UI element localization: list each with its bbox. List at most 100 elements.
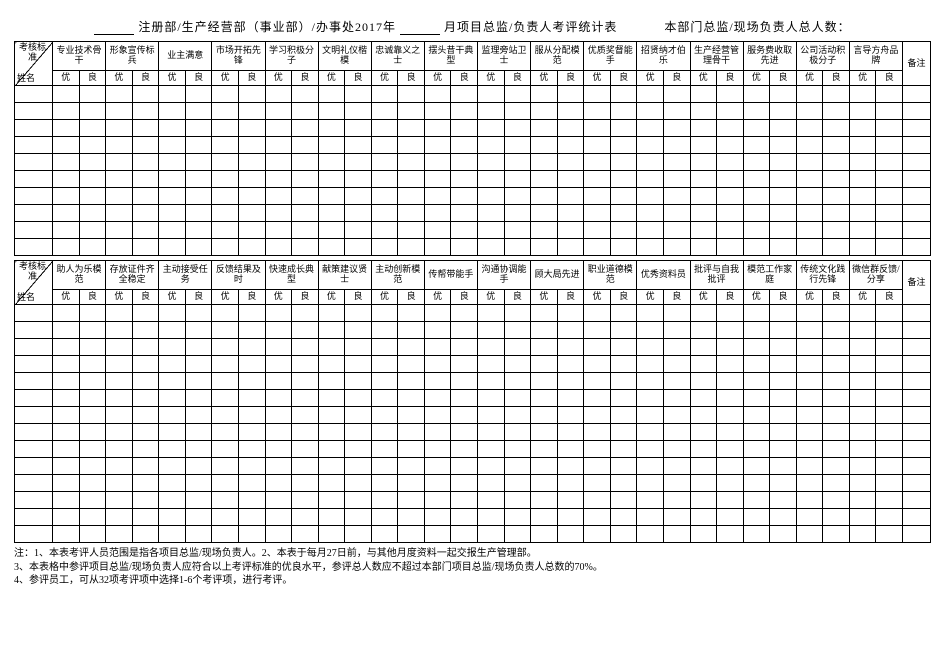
data-cell <box>132 120 159 137</box>
data-cell <box>318 373 345 390</box>
data-cell <box>770 120 797 137</box>
data-cell <box>823 86 850 103</box>
data-cell <box>610 373 637 390</box>
data-cell <box>876 188 903 205</box>
data-cell <box>849 137 876 154</box>
data-cell <box>318 222 345 239</box>
data-cell <box>238 120 265 137</box>
data-cell <box>398 441 425 458</box>
data-cell <box>531 171 558 188</box>
data-cell <box>663 120 690 137</box>
data-cell <box>318 458 345 475</box>
data-cell <box>451 441 478 458</box>
data-cell <box>849 356 876 373</box>
data-cell <box>424 120 451 137</box>
name-cell <box>15 356 53 373</box>
table-row <box>15 526 931 543</box>
sub-header-you: 优 <box>159 290 186 305</box>
data-cell <box>451 339 478 356</box>
data-cell <box>318 205 345 222</box>
data-cell <box>53 137 80 154</box>
sub-header-liang: 良 <box>132 71 159 86</box>
data-cell <box>557 441 584 458</box>
page-title: 注册部/生产经营部（事业部）/办事处2017年 月项目总监/负责人考评统计表 本… <box>14 18 931 35</box>
data-cell <box>345 322 372 339</box>
data-cell <box>796 137 823 154</box>
data-cell <box>292 339 319 356</box>
data-cell <box>796 171 823 188</box>
data-cell <box>132 458 159 475</box>
data-cell <box>424 390 451 407</box>
data-cell <box>770 188 797 205</box>
data-cell <box>531 356 558 373</box>
table-row <box>15 356 931 373</box>
data-cell <box>53 339 80 356</box>
data-cell <box>238 103 265 120</box>
data-cell <box>424 475 451 492</box>
data-cell <box>823 205 850 222</box>
data-cell <box>796 356 823 373</box>
data-cell <box>663 154 690 171</box>
data-cell <box>371 424 398 441</box>
data-cell <box>584 407 611 424</box>
data-cell <box>451 120 478 137</box>
table-row <box>15 188 931 205</box>
data-cell <box>557 339 584 356</box>
data-cell <box>451 322 478 339</box>
data-cell <box>690 526 717 543</box>
data-cell <box>212 373 239 390</box>
data-cell <box>318 120 345 137</box>
data-cell <box>717 205 744 222</box>
data-cell <box>238 475 265 492</box>
data-cell <box>610 424 637 441</box>
data-cell <box>238 86 265 103</box>
data-cell <box>876 86 903 103</box>
data-cell <box>265 322 292 339</box>
data-cell <box>796 526 823 543</box>
data-cell <box>132 339 159 356</box>
data-cell <box>584 492 611 509</box>
data-cell <box>159 188 186 205</box>
data-cell <box>690 322 717 339</box>
data-cell <box>398 407 425 424</box>
data-cell <box>345 424 372 441</box>
data-cell <box>610 526 637 543</box>
data-cell <box>717 441 744 458</box>
data-cell <box>717 305 744 322</box>
data-cell <box>504 322 531 339</box>
sub-header-you: 优 <box>690 71 717 86</box>
data-cell <box>663 171 690 188</box>
remark-cell <box>903 188 931 205</box>
data-cell <box>79 171 106 188</box>
data-cell <box>53 86 80 103</box>
category-header: 快速成长典型 <box>265 261 318 290</box>
data-cell <box>557 475 584 492</box>
data-cell <box>823 239 850 256</box>
data-cell <box>531 205 558 222</box>
data-cell <box>212 86 239 103</box>
corner-header: 考核标准姓名 <box>15 261 53 305</box>
data-cell <box>159 509 186 526</box>
data-cell <box>823 339 850 356</box>
corner-bottom: 姓名 <box>17 74 35 84</box>
data-cell <box>743 205 770 222</box>
sub-header-you: 优 <box>106 290 133 305</box>
sub-header-you: 优 <box>531 290 558 305</box>
data-cell <box>292 441 319 458</box>
data-cell <box>53 171 80 188</box>
data-cell <box>743 407 770 424</box>
data-cell <box>106 154 133 171</box>
data-cell <box>132 322 159 339</box>
data-cell <box>637 475 664 492</box>
data-cell <box>584 305 611 322</box>
data-cell <box>637 492 664 509</box>
data-cell <box>531 339 558 356</box>
data-cell <box>770 222 797 239</box>
data-cell <box>823 120 850 137</box>
data-cell <box>398 322 425 339</box>
data-cell <box>478 390 505 407</box>
data-cell <box>531 222 558 239</box>
data-cell <box>504 205 531 222</box>
data-cell <box>770 205 797 222</box>
data-cell <box>132 171 159 188</box>
